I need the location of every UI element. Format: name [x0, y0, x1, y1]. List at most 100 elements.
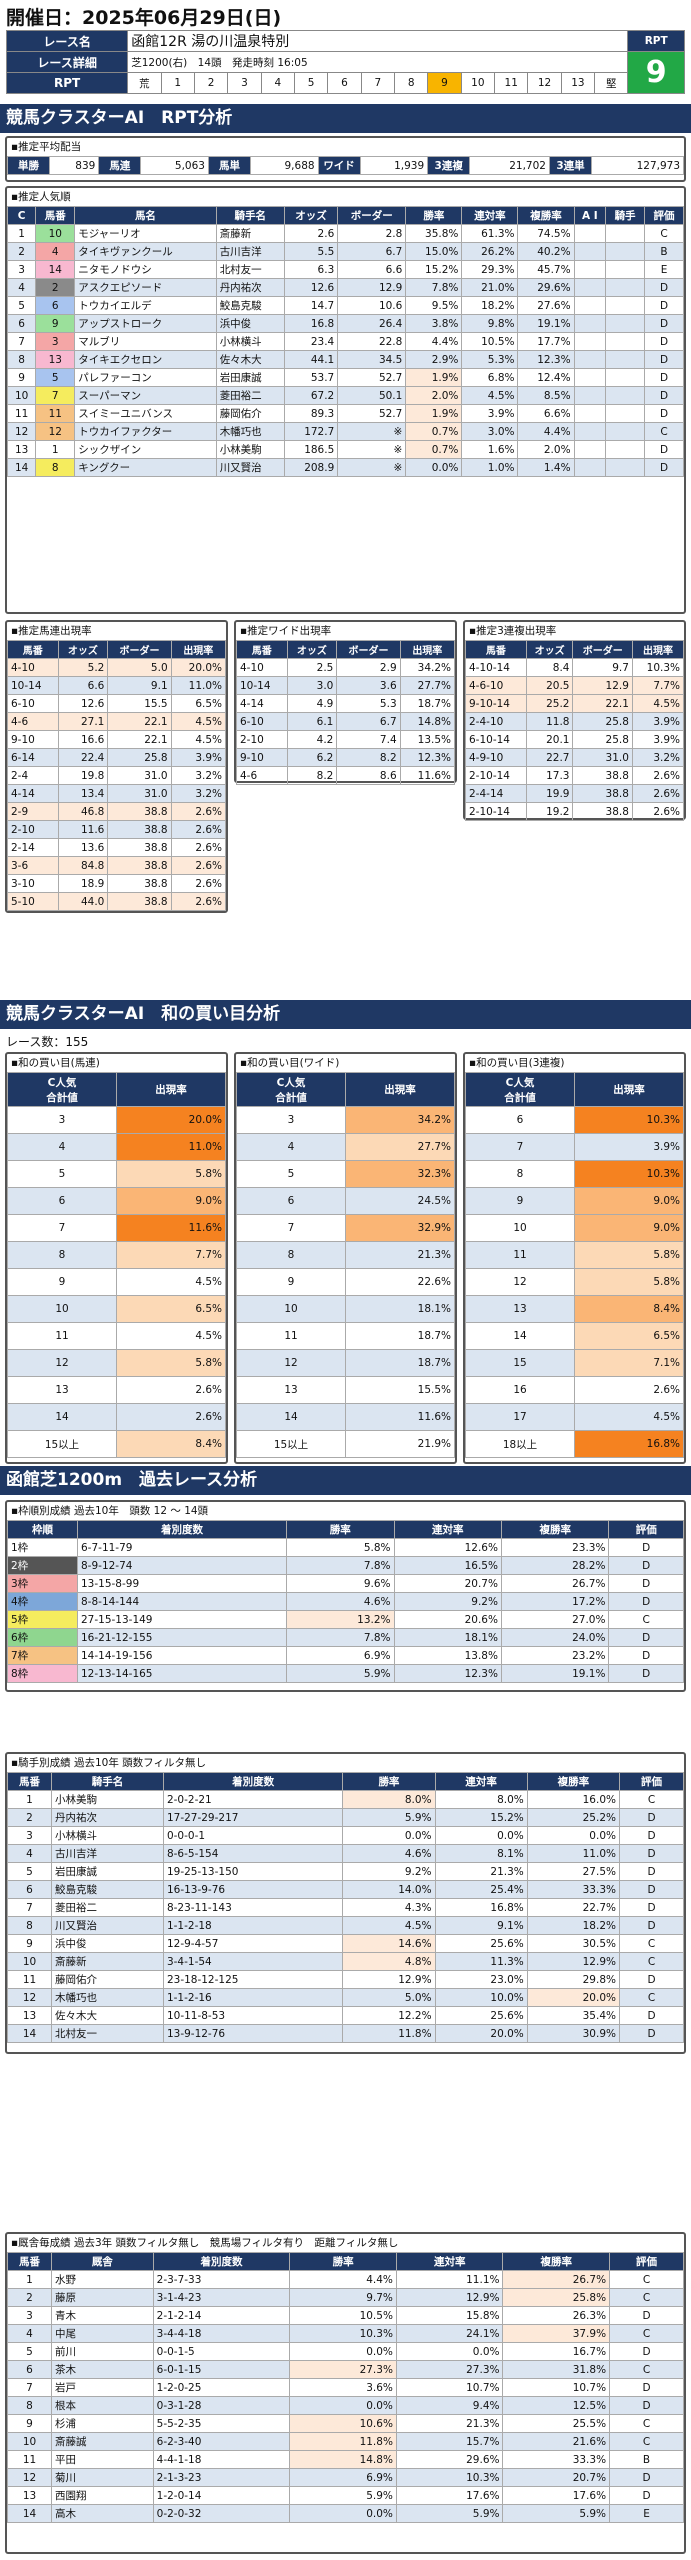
- rpt-scale-cell: 8: [393, 72, 429, 94]
- payout-label: 3連複: [427, 156, 471, 175]
- table-cell: 5-5-2-35: [152, 2414, 291, 2433]
- table-cell: 0-0-1-5: [152, 2342, 291, 2361]
- table-cell: 13: [7, 2006, 52, 2025]
- table-cell: 30.9%: [526, 2024, 620, 2043]
- table-cell: 岩戸: [51, 2378, 154, 2397]
- table-cell: 2.6%: [170, 820, 227, 839]
- table-cell: 11.0%: [170, 676, 227, 695]
- table-cell: 7: [465, 1133, 575, 1161]
- table-cell: 20.1: [525, 730, 574, 749]
- table-cell: B: [644, 242, 684, 261]
- table-cell: 22.7%: [526, 1898, 620, 1917]
- table-cell: 25.4%: [434, 1880, 528, 1899]
- table-cell: 27.6%: [517, 296, 575, 315]
- table-row: 1枠 6-7-11-79 5.8% 12.6% 23.3% D: [7, 1538, 684, 1557]
- table-row: 3-10 18.9 38.8 2.6%: [7, 874, 227, 893]
- table-cell: 7.7%: [116, 1241, 226, 1269]
- table-row: 2-10 4.2 7.4 13.5%: [236, 730, 456, 749]
- table-cell: 青木: [51, 2306, 154, 2325]
- table-cell: 12: [7, 2468, 52, 2487]
- column-header: 出現率: [399, 640, 456, 659]
- rpt-scale-cell: 堅: [594, 72, 629, 94]
- table-cell: 9: [7, 2414, 52, 2433]
- table-cell: 2-1-2-14: [152, 2306, 291, 2325]
- table-cell: 10.5%: [461, 332, 519, 351]
- table-cell: 33.3%: [502, 2450, 611, 2469]
- table-row: 9 9.0%: [465, 1187, 684, 1215]
- table-row: 6 10.3%: [465, 1106, 684, 1134]
- table-cell: 3.9%: [574, 1133, 684, 1161]
- table-cell: [573, 440, 607, 459]
- table-row: 13 2.6%: [7, 1376, 226, 1404]
- table-cell: 18.2%: [461, 296, 519, 315]
- table-cell: 3.0%: [461, 422, 519, 441]
- table-cell: E: [644, 260, 684, 279]
- payout-value: 9,688: [249, 156, 319, 175]
- table-cell: D: [644, 314, 684, 333]
- table-cell: 15.2%: [434, 1808, 528, 1827]
- table-row: 8 13 タイキエクセロン 佐々木大 44.1 34.5 2.9% 5.3% 12.3% D: [6, 350, 684, 369]
- table-cell: 34.2%: [345, 1106, 455, 1134]
- table-cell: 6: [465, 1106, 575, 1134]
- table-cell: 12.9%: [526, 1952, 620, 1971]
- table-cell: 11: [236, 1322, 346, 1350]
- column-header: 馬名: [74, 206, 217, 225]
- table-cell: 50.1: [337, 386, 407, 405]
- table-cell: [573, 278, 607, 297]
- table-cell: 38.8: [107, 892, 172, 911]
- table-row: 2 4 タイキヴァンクール 古川吉洋 5.5 6.7 15.0% 26.2% 40.2% B: [6, 242, 684, 261]
- table-cell: 4.6%: [286, 1592, 395, 1611]
- table-row: 13 1 シックザイン 小林美駒 186.5 ※ 0.7% 1.6% 2.0% D: [6, 440, 684, 459]
- rpt-scale-cell: 11: [494, 72, 529, 94]
- table-row: 4 中尾 3-4-4-18 10.3% 24.1% 37.9% C: [7, 2324, 684, 2343]
- table-cell: 18.7%: [345, 1322, 455, 1350]
- table-cell: 12.3%: [393, 1664, 502, 1683]
- table-cell: スーパーマン: [74, 386, 217, 405]
- table-cell: [573, 350, 607, 369]
- column-header: 出現率: [345, 1072, 455, 1107]
- table-header: 馬番 オッズ ボーダー 出現率: [7, 640, 227, 659]
- table-row: 2-14 13.6 38.8 2.6%: [7, 838, 227, 857]
- table-row: 2枠 8-9-12-74 7.8% 16.5% 28.2% D: [7, 1556, 684, 1575]
- table-cell: 4-14: [236, 694, 288, 713]
- table-cell: 21.3%: [434, 1862, 528, 1881]
- table-cell: 15.2%: [405, 260, 463, 279]
- column-header: 着別度数: [152, 2252, 291, 2271]
- table-cell: 8.6: [336, 766, 401, 785]
- table-cell: 4: [6, 278, 37, 297]
- est-box-sanrenpuku: ▪推定3連複出現率 馬番 オッズ ボーダー 出現率 4-10-14 8.4 9.7 10.3%…: [463, 620, 686, 821]
- umaban-cell: 3: [35, 332, 76, 351]
- table-cell: 16.8%: [574, 1430, 684, 1458]
- table-cell: 21.0%: [461, 278, 519, 297]
- table-row: 10 18.1%: [236, 1295, 455, 1323]
- table-row: 3枠 13-15-8-99 9.6% 20.7% 26.7% D: [7, 1574, 684, 1593]
- table-cell: 10.3%: [574, 1106, 684, 1134]
- table-cell: 28.2%: [500, 1556, 610, 1575]
- table-cell: 19.1%: [500, 1664, 610, 1683]
- table-cell: 9.1%: [434, 1916, 528, 1935]
- table-cell: 木幡巧也: [51, 1988, 164, 2007]
- table-cell: 46.8: [57, 802, 109, 821]
- table-cell: 10.5%: [289, 2306, 397, 2325]
- table-cell: 11.6%: [345, 1403, 455, 1431]
- table-cell: 3: [236, 1106, 346, 1134]
- table-row: 3 14 ニタモノドウシ 北村友一 6.3 6.6 15.2% 29.3% 45.7% E: [6, 260, 684, 279]
- umaban-cell: 6: [35, 296, 76, 315]
- table-row: 14 8 キングクー 川又賢治 208.9 ※ 0.0% 1.0% 1.4% D: [6, 458, 684, 477]
- table-cell: 11.6: [57, 820, 109, 839]
- payout-value: 127,973: [590, 156, 685, 175]
- table-row: 10 斎藤誠 6-2-3-40 11.8% 15.7% 21.6% C: [7, 2432, 684, 2451]
- column-header: A I: [573, 206, 607, 225]
- table-cell: 14.6%: [342, 1934, 436, 1953]
- table-cell: C: [618, 1934, 685, 1953]
- table-cell: [605, 278, 646, 297]
- table-cell: 35.8%: [405, 224, 463, 243]
- table-cell: 9: [465, 1187, 575, 1215]
- table-cell: 9-10: [7, 730, 59, 749]
- table-cell: 22.1: [107, 730, 172, 749]
- table-cell: [573, 332, 607, 351]
- table-cell: 7: [7, 2378, 52, 2397]
- table-cell: 27.5%: [526, 1862, 620, 1881]
- table-cell: 川又賢治: [215, 458, 285, 477]
- table-cell: 5.5: [283, 242, 339, 261]
